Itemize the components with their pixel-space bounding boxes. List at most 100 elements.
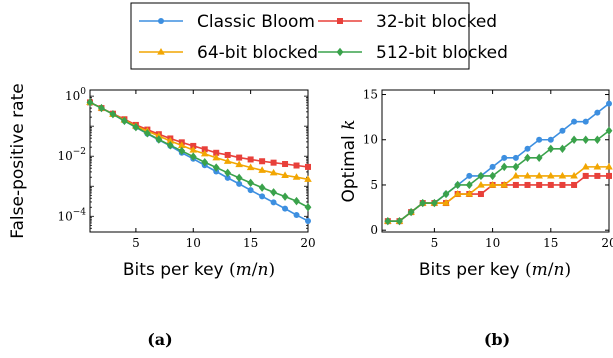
data-point	[224, 168, 232, 178]
data-point	[419, 198, 427, 208]
legend-label: Classic Bloom	[197, 12, 315, 32]
panel-label-b: (b)	[484, 330, 510, 349]
data-point	[594, 172, 601, 179]
legend-entry-classic-bloom: Classic Bloom	[139, 12, 315, 32]
data-point	[489, 171, 496, 181]
data-point	[109, 110, 117, 119]
data-point	[143, 129, 151, 138]
series-512-bit-blocked	[86, 98, 312, 212]
data-point	[407, 207, 415, 217]
y-tick-label: 10	[363, 133, 378, 147]
data-point	[570, 135, 578, 144]
data-point	[396, 216, 403, 226]
data-point	[570, 171, 578, 179]
x-tick-label: 15	[543, 236, 558, 250]
data-point	[223, 157, 232, 164]
data-point	[86, 98, 94, 107]
data-point	[212, 153, 221, 161]
data-point	[582, 172, 589, 179]
data-point	[247, 156, 254, 163]
data-point	[258, 183, 266, 192]
data-point	[524, 145, 531, 152]
data-point	[236, 180, 243, 187]
ylabel-a: False-positive rate	[8, 83, 28, 238]
data-point	[512, 181, 519, 188]
data-point	[465, 190, 474, 197]
data-point	[559, 144, 566, 153]
data-point	[155, 135, 163, 144]
data-point	[236, 154, 243, 161]
data-point	[454, 180, 462, 190]
data-point	[235, 173, 243, 183]
data-point	[571, 181, 578, 188]
data-point	[606, 172, 612, 179]
data-point	[547, 181, 554, 188]
data-point	[235, 160, 243, 168]
data-point	[201, 158, 209, 167]
data-point	[547, 144, 555, 153]
data-point	[442, 199, 450, 206]
data-point	[512, 154, 519, 161]
data-point	[178, 146, 186, 156]
data-point	[512, 171, 520, 179]
ylabel-b: Optimal k	[339, 120, 359, 203]
legend-box	[130, 2, 470, 70]
data-point	[293, 212, 300, 219]
x-tick-label: 15	[243, 236, 258, 250]
data-point	[536, 136, 543, 143]
data-point	[559, 181, 566, 188]
data-point	[384, 216, 392, 226]
data-point	[270, 199, 277, 206]
data-point	[605, 162, 613, 170]
legend-marker	[336, 47, 344, 57]
data-point	[282, 161, 289, 168]
data-point	[477, 180, 485, 188]
data-point	[546, 171, 555, 179]
data-point	[189, 146, 198, 153]
data-point	[166, 141, 174, 150]
data-point	[305, 163, 311, 170]
data-point	[258, 166, 266, 173]
data-point	[177, 141, 186, 148]
y-tick-label: 10−4	[57, 207, 86, 223]
x-tick-label: 20	[601, 236, 613, 250]
y-tick-label: 0	[370, 223, 378, 237]
data-point	[606, 100, 612, 107]
data-point	[453, 190, 462, 197]
data-point	[512, 162, 520, 172]
series-line	[89, 101, 309, 181]
data-point	[270, 188, 277, 197]
data-point	[582, 118, 589, 125]
data-point	[304, 175, 312, 182]
xlabel-b: Bits per key (m/n)	[419, 260, 571, 280]
data-point	[430, 198, 438, 208]
panel-a: 5 10 15 20 100 10−2 10−4 False-positive rate B…	[8, 83, 316, 349]
data-point	[558, 171, 567, 179]
legend-marker	[337, 18, 343, 24]
y-tick-label: 10−2	[57, 147, 86, 163]
data-point	[593, 135, 601, 144]
x-tick-label: 10	[485, 236, 500, 250]
data-point	[259, 158, 266, 165]
data-point	[304, 203, 312, 212]
y-tick-label: 5	[370, 178, 378, 192]
data-point	[605, 126, 613, 135]
xlabel-a: Bits per key (m/n)	[123, 260, 275, 280]
series-64-bit-blocked	[86, 98, 312, 182]
data-point	[477, 191, 484, 198]
data-point	[581, 162, 590, 170]
data-point	[247, 178, 255, 188]
data-point	[535, 153, 543, 163]
data-point	[305, 217, 311, 224]
x-tick-label: 10	[186, 236, 201, 250]
series-32-bit-blocked	[384, 172, 612, 225]
data-point	[292, 173, 301, 180]
data-point	[524, 181, 531, 188]
series-line	[89, 101, 309, 168]
data-point	[200, 149, 209, 157]
data-point	[500, 162, 508, 172]
data-point	[269, 168, 278, 176]
data-point	[259, 193, 266, 200]
legend-marker	[158, 18, 164, 24]
data-point	[465, 180, 473, 190]
